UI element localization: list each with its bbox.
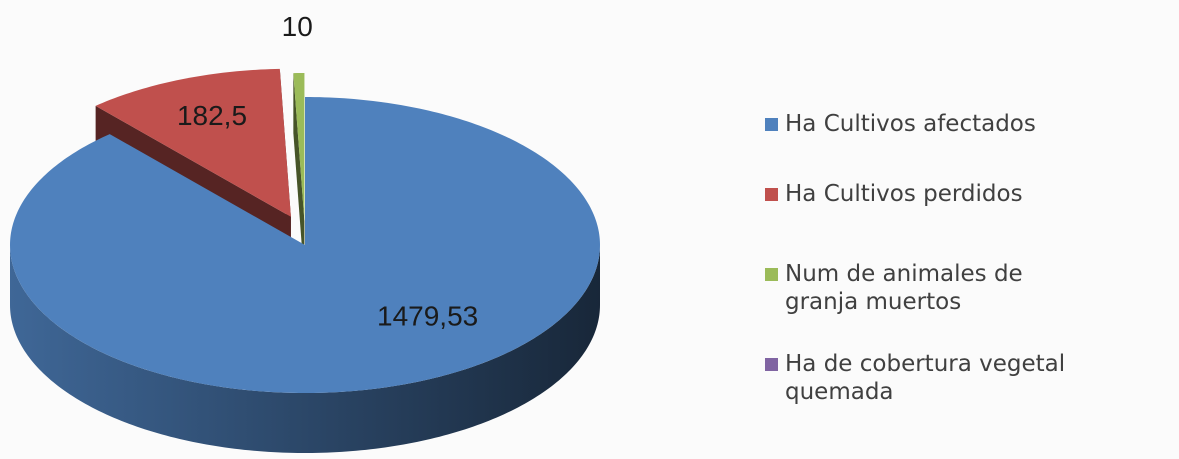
legend-label: Ha Cultivos perdidos <box>785 181 1023 207</box>
data-label: 182,5 <box>177 100 247 131</box>
pie-slice <box>293 73 305 222</box>
pie-slice <box>10 97 600 393</box>
data-label: 1479,53 <box>377 300 478 331</box>
pie-slice <box>95 68 291 217</box>
slice-wall <box>293 73 305 282</box>
legend-swatch <box>765 358 778 371</box>
legend-swatch <box>765 118 778 131</box>
legend-label: Ha de cobertura vegetal quemada <box>785 351 1066 405</box>
legend-item: Num de animales de granja muertos <box>765 260 1035 316</box>
pie-area: 1479,53 182,5 10 <box>10 11 600 453</box>
data-label: 10 <box>282 11 313 42</box>
legend-swatch <box>765 268 778 281</box>
legend-item: Ha de cobertura vegetal quemada <box>765 350 1075 406</box>
legend-item: Ha Cultivos afectados <box>765 110 1036 138</box>
legend-swatch <box>765 188 778 201</box>
legend-label: Num de animales de granja muertos <box>785 261 1023 315</box>
legend-label: Ha Cultivos afectados <box>785 111 1036 137</box>
legend-item: Ha Cultivos perdidos <box>765 180 1023 208</box>
slice-side <box>10 245 600 453</box>
